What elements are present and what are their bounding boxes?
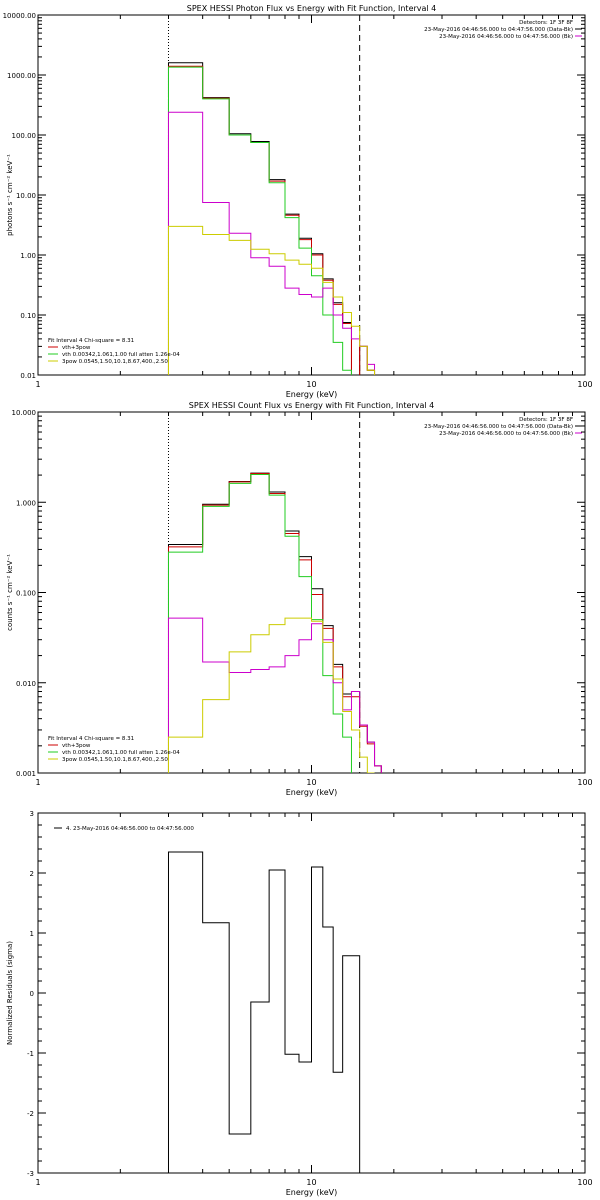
y-tick-label: -3: [27, 1170, 34, 1178]
legend-label: 3pow 0.0545,1.50,10.1,8.67,400.,2.50: [62, 757, 168, 763]
header-line: 23-May-2016 04:46:56.000 to 04:47:56.000…: [439, 34, 573, 40]
x-axis-label: Energy (keV): [286, 390, 338, 399]
x-tick-label: 10: [306, 1178, 316, 1187]
panel-2: [37, 411, 586, 774]
x-tick-label: 10: [306, 380, 316, 389]
x-tick-label: 100: [577, 380, 592, 389]
x-tick-label: 1: [35, 1178, 40, 1187]
x-tick-label: 1: [35, 380, 40, 389]
legend-label: vth 0.00342,1.061,1.00 full atten 1.26e-…: [62, 750, 180, 756]
series-line-vth: [167, 474, 352, 773]
legend-label: 3pow 0.0545,1.50,10.1,8.67,400.,2.50: [62, 359, 168, 365]
chart-title: SPEX HESSI Count Flux vs Energy with Fit…: [189, 401, 434, 410]
y-tick-label: 1.000: [16, 499, 36, 507]
series-residuals: [167, 851, 361, 1173]
series-pow: [167, 617, 375, 773]
header-line: Detectors: 1F 3F 8F: [519, 20, 573, 26]
panel-3: [37, 812, 586, 1174]
x-tick-label: 1: [35, 778, 40, 787]
series-total: [167, 473, 382, 773]
series-vth: [167, 474, 352, 773]
series-bk: [167, 617, 382, 773]
legend-label: vth+3pow: [62, 345, 91, 351]
series-line-pow: [167, 617, 375, 773]
header-line: 23-May-2016 04:46:56.000 to 04:47:56.000…: [439, 431, 573, 437]
series-vth: [167, 66, 352, 375]
y-tick-label: 0.010: [16, 680, 36, 688]
y-tick-label: 0: [30, 990, 34, 998]
y-tick-label: -2: [27, 1110, 34, 1118]
y-tick-label: 0.01: [20, 372, 36, 380]
series-line-bk: [167, 111, 376, 375]
y-tick-label: 10.00: [16, 192, 36, 200]
header-line: Detectors: 1F 3F 8F: [519, 417, 573, 423]
y-tick-label: 10.000: [12, 409, 37, 417]
y-tick-label: 10000.00: [3, 12, 36, 20]
header-line: 23-May-2016 04:46:56.000 to 04:47:56.000…: [424, 424, 573, 430]
legend-label: 4. 23-May-2016 04:46:56.000 to 04:47:56.…: [66, 826, 194, 832]
chart-title: SPEX HESSI Photon Flux vs Energy with Fi…: [187, 4, 437, 13]
series-line-total: [167, 473, 382, 773]
series-line-bk: [167, 617, 382, 773]
x-tick-label: 10: [306, 778, 316, 787]
legend-label: vth 0.00342,1.061,1.00 full atten 1.26e-…: [62, 352, 180, 358]
legend-title: Fit Interval 4 Chi-square = 8.31: [48, 736, 134, 742]
y-tick-label: 0.10: [20, 312, 36, 320]
y-tick-label: 100.00: [12, 132, 37, 140]
y-axis-label: counts s⁻¹ cm⁻² keV⁻¹: [6, 554, 14, 631]
y-axis-label: photons s⁻¹ cm⁻² keV⁻¹: [6, 154, 14, 236]
legend-title: Fit Interval 4 Chi-square = 8.31: [48, 338, 134, 344]
series-line-pow: [167, 225, 376, 375]
y-tick-label: 0.001: [16, 770, 36, 778]
y-tick-label: 0.100: [16, 590, 36, 598]
y-tick-label: 1: [30, 930, 34, 938]
series-pow: [167, 225, 376, 375]
header-line: 23-May-2016 04:46:56.000 to 04:47:56.000…: [424, 27, 573, 33]
x-tick-label: 100: [577, 778, 592, 787]
series-data: [167, 472, 382, 773]
x-axis-label: Energy (keV): [286, 1188, 338, 1197]
y-tick-label: -1: [27, 1050, 34, 1058]
panel-1: [37, 14, 586, 376]
series-line-residuals: [167, 851, 361, 1173]
y-tick-label: 2: [30, 870, 34, 878]
y-tick-label: 3: [30, 810, 34, 818]
y-axis-label: Normalized Residuals (sigma): [6, 941, 14, 1045]
x-axis-label: Energy (keV): [286, 788, 338, 797]
plot-frame: [37, 14, 586, 376]
series-line-vth: [167, 66, 352, 375]
y-tick-label: 1.00: [20, 252, 36, 260]
y-tick-label: 1000.00: [7, 72, 36, 80]
legend-label: vth+3pow: [62, 743, 91, 749]
x-tick-label: 100: [577, 1178, 592, 1187]
series-bk: [167, 111, 376, 375]
series-line-data: [167, 472, 382, 773]
